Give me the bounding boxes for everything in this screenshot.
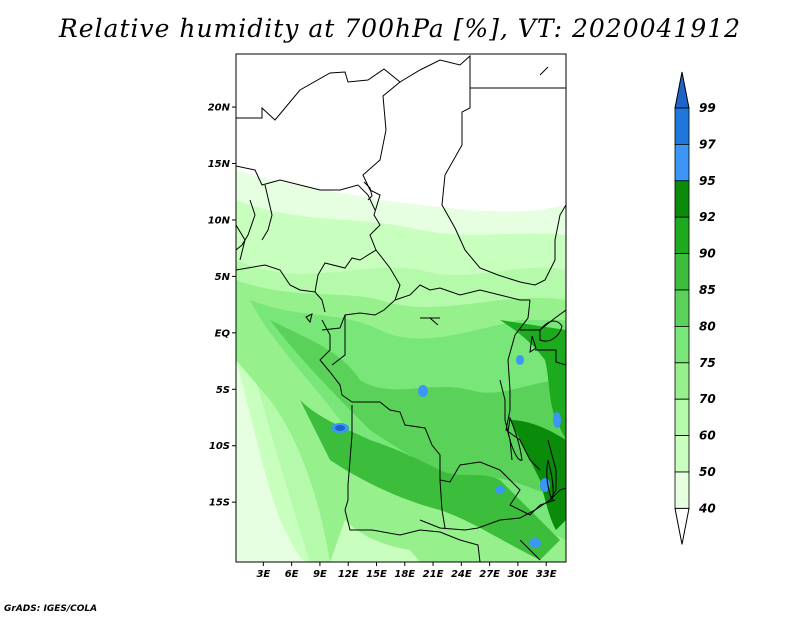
colorbar-swatch xyxy=(674,471,690,509)
lon-label: 21E xyxy=(423,569,444,580)
lat-label: 5S xyxy=(216,385,230,396)
colorbar-swatch xyxy=(674,180,690,218)
lon-label: 30E xyxy=(508,569,529,580)
colorbar-swatch xyxy=(674,362,690,400)
colorbar-label: 95 xyxy=(699,174,716,188)
colorbar-swatch xyxy=(674,289,690,327)
lat-label: 10S xyxy=(209,441,230,452)
colorbar: 99 97 95 92 90 85 80 75 70 60 50 40 xyxy=(674,71,716,545)
colorbar-label: 60 xyxy=(699,429,716,443)
colorbar-label: 90 xyxy=(699,247,716,261)
humidity-contour-85 xyxy=(300,400,560,560)
lon-label: 12E xyxy=(338,569,359,580)
longitude-axis: 3E 6E 9E 12E 15E 18E 21E 24E 27E 30E 33E xyxy=(256,562,557,580)
lat-label: 20N xyxy=(208,103,231,114)
map-frame xyxy=(235,53,567,563)
colorbar-swatch xyxy=(674,107,690,145)
colorbar-swatch xyxy=(674,435,690,473)
lon-label: 18E xyxy=(394,569,415,580)
lon-label: 9E xyxy=(313,569,327,580)
colorbar-label: 80 xyxy=(699,319,716,333)
colorbar-top-arrow xyxy=(674,71,690,109)
colorbar-swatch xyxy=(674,325,690,364)
lon-label: 27E xyxy=(479,569,500,580)
lon-label: 33E xyxy=(536,569,557,580)
latitude-axis: 20N 15N 10N 5N EQ 5S 10S 15S xyxy=(208,103,236,509)
colorbar-label: 92 xyxy=(699,210,716,224)
lat-label: 10N xyxy=(208,215,231,226)
country-borders xyxy=(236,54,566,562)
lon-label: 15E xyxy=(366,569,387,580)
colorbar-label: 97 xyxy=(699,137,716,151)
colorbar-label: 50 xyxy=(699,465,716,479)
lake-tanganyika xyxy=(507,416,523,461)
humidity-spot-97 xyxy=(418,385,428,397)
colorbar-label: 85 xyxy=(699,283,716,297)
lake-malawi xyxy=(546,459,554,502)
colorbar-swatch xyxy=(674,398,690,437)
lon-label: 24E xyxy=(451,569,472,580)
colorbar-label: 40 xyxy=(698,501,716,515)
lakes xyxy=(305,313,563,502)
lat-label: EQ xyxy=(215,328,231,339)
humidity-contour-80 xyxy=(270,320,566,500)
colorbar-label: 75 xyxy=(699,356,716,370)
dry-region-west xyxy=(236,360,306,562)
colorbar-swatch xyxy=(674,253,690,291)
lat-label: 15S xyxy=(209,498,230,509)
lon-label: 6E xyxy=(285,569,299,580)
colorbar-label: 99 xyxy=(699,101,716,115)
colorbar-swatch xyxy=(674,216,690,254)
colorbar-label: 70 xyxy=(699,392,716,406)
lon-label: 3E xyxy=(256,569,270,580)
colorbar-bottom-arrow xyxy=(674,507,690,545)
lat-label: 5N xyxy=(215,272,231,283)
map-title: Relative humidity at 700hPa [%], VT: 202… xyxy=(58,14,742,43)
lake-victoria xyxy=(539,320,563,342)
humidity-field xyxy=(236,54,566,562)
colorbar-swatch xyxy=(674,143,690,182)
lat-label: 15N xyxy=(208,159,231,170)
credit-text: GrADS: IGES/COLA xyxy=(4,604,98,614)
